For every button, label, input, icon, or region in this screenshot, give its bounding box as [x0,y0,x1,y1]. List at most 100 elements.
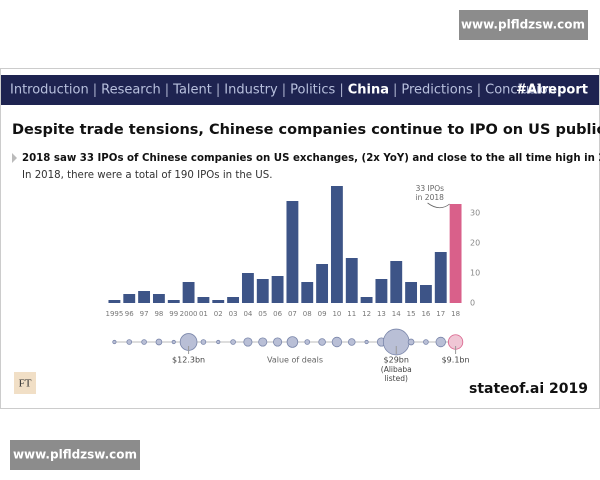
bar [138,291,151,303]
deal-bubble [286,336,299,348]
y-tick-label: 30 [470,209,480,218]
bullet: 2018 saw 33 IPOs of Chinese companies on… [22,153,600,164]
x-tick-label: 18 [451,310,460,318]
nav-separator: | [282,83,286,98]
bar [108,300,121,303]
nav-bar [1,75,599,105]
x-tick-label: 15 [407,310,416,318]
nav-separator: | [339,83,343,98]
nav-separator: | [165,83,169,98]
deal-bubble [407,338,415,346]
bar [241,273,254,303]
deal-bubble [258,337,268,347]
chart: 0 10 20 30 1995 96 97 98 99 2000 $12.3bn 01 02 03 04 05… [106,184,481,383]
nav-separator: | [393,83,397,98]
bar [167,300,180,303]
deal-bubble [304,339,311,345]
bar [345,258,358,303]
bar [301,282,314,303]
x-tick-label: 14 [392,310,401,318]
x-tick-label: 96 [125,310,134,318]
bullet-icon [12,153,17,163]
deal-bubble [435,336,446,348]
bar [449,204,462,303]
slide [0,68,600,409]
x-tick-label: 13 [377,310,386,318]
deal-bubble [216,339,221,345]
nav-tag: #AIreport [516,83,588,98]
bar [123,294,136,303]
nav-item: Predictions [401,83,473,98]
bar [227,297,240,303]
x-tick-label: 2000 [180,310,198,318]
nav-item: Research [101,83,161,98]
x-tick-label: 08 [303,310,312,318]
nav-item: Conclusion [485,83,556,98]
bar [271,276,284,303]
x-tick-label: 11 [347,310,356,318]
bar [434,252,447,303]
y-tick-label: 10 [470,269,480,278]
deal-label: $12.3bn [172,356,205,365]
watermark-box [10,440,140,470]
nav-item: Talent [172,83,212,98]
deal-bubble [347,338,356,346]
watermark: www.plfldzsw.com [13,448,137,462]
footer: stateof.ai 2019 [469,381,588,397]
x-tick-label: 10 [332,310,341,318]
y-tick-label: 20 [470,239,480,248]
watermark: www.plfldzsw.com [461,18,585,32]
bar [212,300,225,303]
y-tick-label: 0 [470,299,475,308]
bar [375,279,388,303]
annotation-arrow [427,202,450,209]
deal-bubble [141,339,147,345]
bar [152,294,165,303]
headline: Despite trade tensions, Chinese companie… [12,122,600,138]
deal-label: $9.1bn [442,356,470,365]
bar [316,264,329,303]
bar [256,279,269,303]
x-tick-label: 04 [243,310,252,318]
watermark-box [459,10,588,40]
x-tick-label: 1995 [106,310,124,318]
deal-bubble [171,339,176,345]
deal-bubble [200,339,207,345]
nav-separator: | [93,83,97,98]
bar [330,186,343,303]
x-tick-label: 07 [288,310,297,318]
deal-bubble [126,339,133,345]
x-tick-label: 09 [318,310,327,318]
x-tick-label: 98 [154,310,163,318]
logo-box [14,372,36,394]
deal-label: $29bn [384,356,409,365]
nav-separator: | [477,83,481,98]
x-tick-label: 12 [362,310,371,318]
deal-bubble [423,339,429,345]
deal-bubble [318,338,326,346]
annotation: 33 IPOs [416,184,445,193]
deal-bubble [155,338,163,346]
x-tick-label: 01 [199,310,208,318]
deal-bubble [331,336,343,348]
annotation: in 2018 [416,193,445,202]
deal-bubble [243,337,253,347]
subtext: In 2018, there were a total of 190 IPOs … [22,170,272,181]
deal-note: (Alibaba [381,365,412,374]
nav-item: China [348,83,389,98]
nav-item: Introduction [10,83,89,98]
x-tick-label: 17 [436,310,445,318]
bar [182,282,195,303]
x-tick-label: 97 [140,310,149,318]
x-tick-label: 16 [421,310,430,318]
x-tick-label: 03 [229,310,238,318]
deal-caption: Value of deals [267,356,323,365]
bar [360,297,373,303]
nav-item: Industry [224,83,278,98]
x-tick-label: 06 [273,310,282,318]
deal-bubble [364,339,369,345]
deal-note: listed) [385,374,408,383]
bar [286,201,299,303]
